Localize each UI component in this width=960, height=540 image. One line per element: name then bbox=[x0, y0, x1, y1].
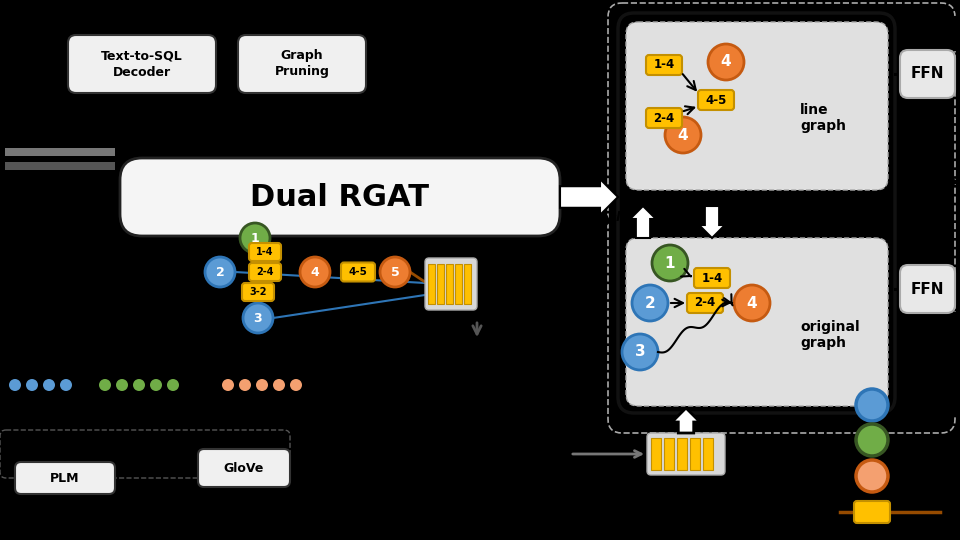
FancyBboxPatch shape bbox=[341, 262, 375, 281]
Text: 4: 4 bbox=[747, 295, 757, 310]
FancyBboxPatch shape bbox=[120, 158, 560, 236]
Text: 1: 1 bbox=[251, 232, 259, 245]
FancyBboxPatch shape bbox=[626, 238, 888, 406]
Bar bbox=[703, 438, 713, 470]
Text: Dual RGAT: Dual RGAT bbox=[251, 183, 429, 212]
FancyBboxPatch shape bbox=[694, 268, 730, 288]
Bar bbox=[664, 438, 674, 470]
Text: 5: 5 bbox=[391, 266, 399, 279]
Circle shape bbox=[150, 379, 162, 391]
Text: Graph: Graph bbox=[280, 50, 324, 63]
Polygon shape bbox=[672, 408, 700, 433]
Bar bbox=[446, 264, 453, 304]
FancyBboxPatch shape bbox=[900, 50, 955, 98]
Text: word Attentive Pooling: word Attentive Pooling bbox=[8, 448, 169, 461]
Circle shape bbox=[632, 285, 668, 321]
Text: PLM: PLM bbox=[50, 471, 80, 484]
Text: 3-2: 3-2 bbox=[250, 287, 267, 297]
Circle shape bbox=[734, 285, 770, 321]
Text: 1-4: 1-4 bbox=[256, 247, 274, 257]
FancyBboxPatch shape bbox=[647, 433, 725, 475]
Circle shape bbox=[99, 379, 111, 391]
Circle shape bbox=[116, 379, 128, 391]
Circle shape bbox=[9, 379, 21, 391]
FancyBboxPatch shape bbox=[687, 293, 723, 313]
Circle shape bbox=[239, 379, 251, 391]
Text: 4: 4 bbox=[678, 127, 688, 143]
Circle shape bbox=[300, 257, 330, 287]
Circle shape bbox=[167, 379, 179, 391]
Circle shape bbox=[622, 334, 658, 370]
Bar bbox=[437, 264, 444, 304]
Circle shape bbox=[222, 379, 234, 391]
Text: Decoder: Decoder bbox=[113, 65, 171, 78]
Bar bbox=[464, 264, 471, 304]
Circle shape bbox=[205, 257, 235, 287]
Text: line
graph: line graph bbox=[800, 103, 846, 133]
Bar bbox=[651, 438, 661, 470]
FancyBboxPatch shape bbox=[68, 35, 216, 93]
FancyBboxPatch shape bbox=[626, 22, 888, 190]
Circle shape bbox=[380, 257, 410, 287]
FancyBboxPatch shape bbox=[425, 258, 477, 310]
Circle shape bbox=[708, 44, 744, 80]
Bar bbox=[690, 438, 700, 470]
Text: 1: 1 bbox=[664, 255, 675, 271]
Text: GloVe: GloVe bbox=[224, 462, 264, 475]
Circle shape bbox=[652, 245, 688, 281]
Text: 4: 4 bbox=[311, 266, 320, 279]
Text: $\bfit{X}^l$: $\bfit{X}^l$ bbox=[601, 211, 622, 233]
Text: 3: 3 bbox=[635, 345, 645, 360]
Polygon shape bbox=[630, 206, 656, 238]
Text: 3: 3 bbox=[253, 312, 262, 325]
FancyBboxPatch shape bbox=[900, 265, 955, 313]
Circle shape bbox=[273, 379, 285, 391]
FancyBboxPatch shape bbox=[646, 108, 682, 128]
Circle shape bbox=[665, 117, 701, 153]
Bar bbox=[677, 438, 687, 470]
Text: 4-5: 4-5 bbox=[706, 93, 727, 106]
Circle shape bbox=[43, 379, 55, 391]
Circle shape bbox=[243, 303, 273, 333]
FancyBboxPatch shape bbox=[249, 263, 281, 281]
Bar bbox=[5, 148, 115, 156]
Text: Pruning: Pruning bbox=[275, 65, 329, 78]
Polygon shape bbox=[560, 179, 618, 215]
Bar bbox=[428, 264, 435, 304]
FancyBboxPatch shape bbox=[646, 55, 682, 75]
Text: FFN: FFN bbox=[910, 66, 944, 82]
Circle shape bbox=[290, 379, 302, 391]
Circle shape bbox=[856, 389, 888, 421]
Circle shape bbox=[256, 379, 268, 391]
Text: original
graph: original graph bbox=[800, 320, 859, 350]
FancyBboxPatch shape bbox=[249, 243, 281, 261]
Text: $\bfit{Z}^l$: $\bfit{Z}^l$ bbox=[733, 211, 754, 233]
Text: Text-to-SQL: Text-to-SQL bbox=[101, 50, 182, 63]
FancyBboxPatch shape bbox=[238, 35, 366, 93]
Text: 2-4: 2-4 bbox=[256, 267, 274, 277]
Text: 2-4: 2-4 bbox=[654, 111, 675, 125]
Circle shape bbox=[240, 223, 270, 253]
Text: 2: 2 bbox=[644, 295, 656, 310]
Text: 4: 4 bbox=[721, 55, 732, 70]
Bar bbox=[455, 264, 462, 304]
Circle shape bbox=[26, 379, 38, 391]
Polygon shape bbox=[699, 206, 725, 238]
Circle shape bbox=[856, 424, 888, 456]
Text: FFN: FFN bbox=[910, 281, 944, 296]
FancyBboxPatch shape bbox=[198, 449, 290, 487]
Circle shape bbox=[133, 379, 145, 391]
Text: 2: 2 bbox=[216, 266, 225, 279]
FancyBboxPatch shape bbox=[698, 90, 734, 110]
Text: 2-4: 2-4 bbox=[694, 296, 715, 309]
Text: 1-4: 1-4 bbox=[702, 272, 723, 285]
FancyBboxPatch shape bbox=[854, 501, 890, 523]
Circle shape bbox=[856, 460, 888, 492]
Circle shape bbox=[60, 379, 72, 391]
Text: 1-4: 1-4 bbox=[654, 58, 675, 71]
Text: 4-5: 4-5 bbox=[348, 267, 368, 277]
FancyBboxPatch shape bbox=[15, 462, 115, 494]
Bar bbox=[5, 162, 115, 170]
FancyBboxPatch shape bbox=[242, 283, 274, 301]
